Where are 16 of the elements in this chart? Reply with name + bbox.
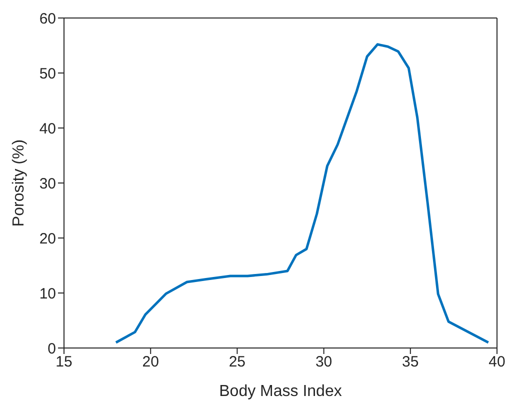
y-tick-label: 30 (39, 175, 56, 192)
y-tick-label: 50 (39, 65, 56, 82)
x-tick-label: 15 (56, 354, 72, 371)
y-tick-label: 60 (39, 10, 56, 28)
x-axis-title: Body Mass Index (219, 383, 342, 400)
y-tick-label: 0 (48, 340, 56, 358)
line-series (114, 43, 490, 344)
y-tick-label: 40 (39, 120, 56, 138)
x-tick-label: 35 (402, 354, 419, 371)
x-tick-label: 20 (142, 354, 159, 371)
x-tick-label: 30 (315, 354, 332, 371)
x-tick-label: 40 (488, 354, 506, 371)
y-axis-title: Porosity (%) (10, 139, 28, 227)
y-tick-label: 10 (39, 285, 56, 302)
x-tick-label: 25 (228, 354, 246, 371)
y-tick-label: 20 (39, 230, 56, 248)
